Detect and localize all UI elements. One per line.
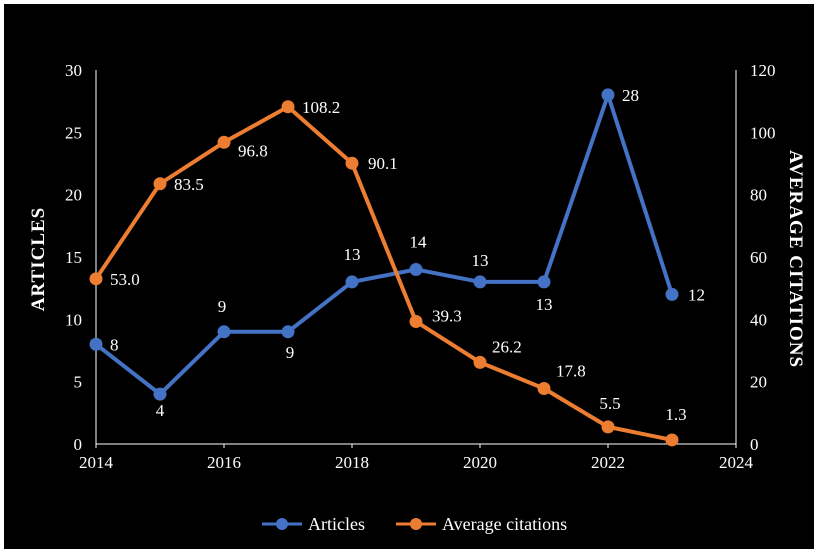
data-label-articles: 9 [286,343,295,362]
data-point-articles [281,325,295,339]
data-label-articles: 8 [110,335,119,354]
data-label-average-citations: 1.3 [665,405,686,424]
data-label-average-citations: 53.0 [110,270,140,289]
x-tick-label: 2018 [335,453,369,472]
data-point-articles [345,275,359,289]
legend: Articles Average citations [262,514,567,534]
y-left-tick-label: 0 [74,435,83,454]
data-point-average-citations [601,420,615,434]
x-tick-label: 2014 [79,453,114,472]
data-label-average-citations: 39.3 [432,307,462,326]
axes [95,70,737,445]
data-label-average-citations: 17.8 [556,362,586,381]
y-right-tick-label: 0 [750,435,759,454]
legend-articles-label: Articles [308,514,365,534]
data-label-articles: 13 [472,251,489,270]
y-axis-right-title: AVERAGE CITATIONS [785,150,806,368]
y-axis-left-title: ARTICLES [28,207,49,311]
data-label-articles: 28 [622,86,639,105]
data-point-articles [89,337,103,351]
data-labels: 8 4 9 9 13 14 13 13 28 12 53.0 83.5 96.8 108.2 90.1 39.… [110,86,705,424]
y-right-tick-label: 40 [750,310,767,329]
data-point-articles [409,262,423,276]
data-point-average-citations [473,355,487,369]
data-point-average-citations [217,135,231,149]
series-line-articles [94,92,674,397]
x-tick-label: 2024 [719,453,754,472]
series-layer [89,88,679,447]
data-point-average-citations [537,382,551,396]
legend-item-average-citations: Average citations [396,514,567,534]
data-point-average-citations [345,156,359,170]
data-point-average-citations [409,315,423,329]
y-left-tick-label: 30 [65,61,82,80]
x-tick-labels: 2014 2016 2018 2020 2022 2024 [79,444,754,472]
series-line-average-citations [94,104,673,442]
data-label-average-citations: 108.2 [302,98,340,117]
y-right-tick-label: 20 [750,373,767,392]
y-right-tick-label: 100 [750,123,776,142]
data-point-average-citations [153,177,167,191]
data-point-articles [537,275,551,289]
data-label-articles: 9 [218,297,227,316]
data-label-articles: 13 [344,245,361,264]
x-tick-label: 2020 [463,453,497,472]
data-point-articles [601,88,615,102]
data-label-articles: 4 [156,401,165,420]
y-right-tick-labels: 0 20 40 60 80 100 120 [750,61,776,454]
data-label-average-citations: 5.5 [599,394,620,413]
data-label-average-citations: 83.5 [174,175,204,194]
data-point-average-citations [281,100,295,114]
legend-articles-marker [276,518,288,530]
y-right-tick-label: 60 [750,248,767,267]
data-label-articles: 13 [536,295,553,314]
x-tick-label: 2016 [207,453,241,472]
y-left-tick-labels: 0 5 10 15 20 25 30 [65,61,82,454]
y-left-tick-label: 10 [65,310,82,329]
data-label-average-citations: 96.8 [238,141,268,160]
y-left-tick-label: 15 [65,248,82,267]
x-tick-label: 2022 [591,453,625,472]
data-label-articles: 12 [688,285,705,304]
data-label-average-citations: 90.1 [368,154,398,173]
legend-item-articles: Articles [262,514,365,534]
y-left-tick-label: 25 [65,123,82,142]
y-right-tick-label: 120 [750,61,776,80]
data-point-average-citations [89,272,103,286]
data-label-articles: 14 [410,232,428,251]
data-point-articles [217,325,231,339]
y-left-tick-label: 5 [74,373,83,392]
data-point-articles [473,275,487,289]
data-label-average-citations: 26.2 [492,337,522,356]
legend-citations-label: Average citations [442,514,567,534]
data-point-average-citations [665,433,679,447]
y-right-tick-label: 80 [750,186,767,205]
data-point-articles [665,287,679,301]
y-left-tick-label: 20 [65,186,82,205]
data-point-articles [153,387,167,401]
legend-citations-marker [410,518,422,530]
